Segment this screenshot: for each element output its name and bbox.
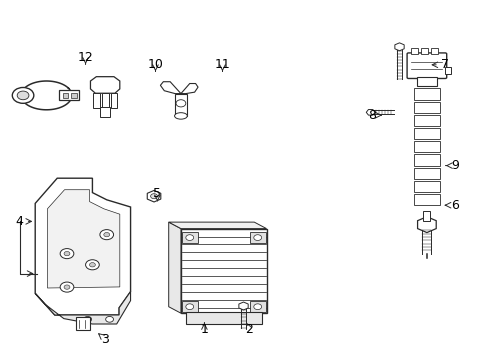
Text: 2: 2 — [245, 323, 253, 336]
Text: 9: 9 — [450, 159, 458, 172]
Bar — [62, 93, 68, 98]
Polygon shape — [47, 190, 120, 288]
Circle shape — [89, 263, 95, 267]
Bar — [413, 89, 439, 100]
Polygon shape — [90, 77, 120, 93]
FancyBboxPatch shape — [406, 53, 446, 78]
Bar — [93, 93, 100, 108]
Bar — [413, 115, 439, 126]
Text: 7: 7 — [440, 58, 448, 71]
Circle shape — [103, 233, 109, 237]
Bar — [71, 93, 77, 98]
Bar — [413, 128, 439, 139]
Circle shape — [60, 282, 74, 292]
Bar — [413, 181, 439, 192]
Bar — [185, 312, 261, 324]
Bar — [413, 102, 439, 113]
Text: 11: 11 — [214, 58, 230, 71]
Circle shape — [17, 91, 29, 100]
Text: 1: 1 — [200, 323, 208, 336]
Bar — [416, 77, 436, 86]
Bar — [410, 48, 417, 54]
Circle shape — [100, 230, 113, 240]
Text: 6: 6 — [450, 199, 458, 212]
Circle shape — [176, 100, 185, 107]
Circle shape — [83, 316, 91, 322]
Text: 8: 8 — [367, 109, 375, 122]
Circle shape — [253, 235, 261, 240]
Polygon shape — [160, 82, 181, 94]
Circle shape — [185, 304, 193, 310]
Bar — [110, 93, 117, 108]
Polygon shape — [181, 84, 198, 94]
Bar — [181, 229, 266, 313]
Bar — [413, 168, 439, 179]
Bar — [413, 194, 439, 205]
Circle shape — [60, 248, 74, 258]
Polygon shape — [35, 292, 130, 324]
Circle shape — [253, 304, 261, 310]
Circle shape — [150, 194, 157, 199]
Bar — [429, 48, 437, 54]
Circle shape — [185, 235, 193, 240]
Text: 12: 12 — [78, 51, 93, 64]
Bar — [444, 67, 450, 74]
Bar — [175, 94, 186, 116]
Bar — [76, 317, 90, 330]
Circle shape — [64, 285, 70, 289]
Polygon shape — [35, 178, 130, 315]
Polygon shape — [168, 222, 266, 229]
Bar — [182, 301, 197, 312]
Bar — [59, 90, 79, 100]
Bar — [413, 154, 439, 166]
Circle shape — [105, 316, 113, 322]
Ellipse shape — [174, 113, 187, 119]
Bar — [102, 93, 108, 108]
Bar — [100, 107, 110, 117]
Circle shape — [12, 87, 34, 103]
Bar — [420, 48, 427, 54]
Text: 3: 3 — [101, 333, 109, 346]
Bar — [249, 301, 265, 312]
Circle shape — [85, 260, 99, 270]
Polygon shape — [168, 222, 181, 313]
Bar — [423, 211, 429, 221]
Bar — [182, 232, 197, 243]
Circle shape — [64, 251, 70, 256]
Bar — [249, 232, 265, 243]
Text: 4: 4 — [16, 215, 23, 228]
Bar — [413, 141, 439, 152]
Text: 5: 5 — [153, 187, 161, 200]
Text: 10: 10 — [147, 58, 163, 71]
